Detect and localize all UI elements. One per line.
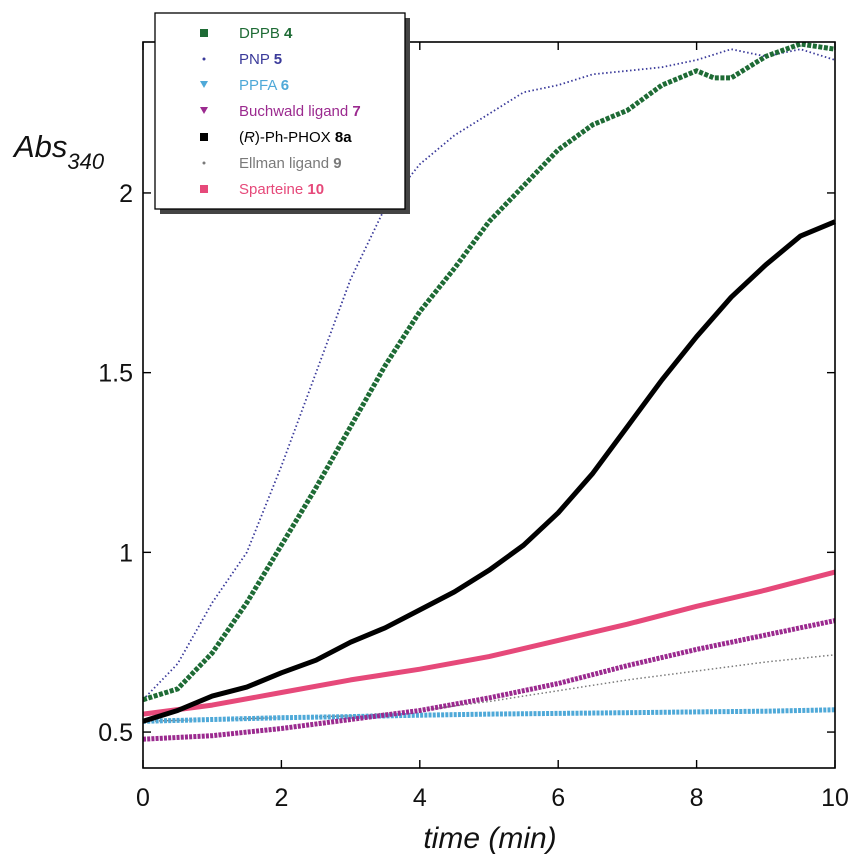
legend-box bbox=[154, 12, 406, 210]
series-ppfa bbox=[142, 707, 836, 724]
series-sparteine bbox=[142, 569, 836, 717]
legend-item-sparteine: Sparteine 10 bbox=[200, 181, 324, 198]
legend-label: Sparteine 10 bbox=[239, 181, 324, 198]
legend-item-dppb: DPPB 4 bbox=[200, 25, 293, 42]
series-dppb bbox=[142, 41, 836, 703]
series-line-pnp bbox=[142, 48, 836, 701]
x-tick-label: 10 bbox=[821, 784, 849, 812]
legend-marker bbox=[200, 185, 208, 193]
legend-item-r-ph-phox: (R)-Ph-PHOX 8a bbox=[200, 129, 352, 146]
legend-entries: DPPB 4 PNP 5 PPFA 6 Buchwald ligand 7 (R)-Ph… bbox=[200, 25, 361, 198]
legend-label: DPPB 4 bbox=[239, 25, 293, 42]
legend-marker bbox=[200, 107, 208, 114]
legend-item-ppfa: PPFA 6 bbox=[200, 77, 289, 94]
series-line-buchwald-ligand bbox=[142, 618, 836, 742]
series-line-sparteine bbox=[142, 569, 836, 717]
x-tick-label: 4 bbox=[413, 784, 427, 812]
legend-marker bbox=[200, 29, 208, 37]
legend-marker bbox=[200, 133, 208, 141]
series-layer bbox=[142, 41, 836, 742]
legend-marker bbox=[202, 57, 206, 61]
legend-label: Ellman ligand 9 bbox=[239, 155, 342, 172]
legend-item-ellman-ligand: Ellman ligand 9 bbox=[202, 155, 342, 172]
series-line-dppb bbox=[142, 41, 836, 703]
x-tick-label: 6 bbox=[551, 784, 565, 812]
series-pnp bbox=[142, 48, 836, 701]
legend-label: (R)-Ph-PHOX 8a bbox=[239, 129, 352, 146]
y-axis-title: Abs340 bbox=[12, 129, 105, 174]
series-buchwald-ligand bbox=[142, 618, 836, 742]
legend-marker bbox=[202, 161, 206, 165]
y-tick-label: 1.5 bbox=[98, 360, 133, 388]
legend-label: PNP 5 bbox=[239, 51, 282, 68]
legend: DPPB 4 PNP 5 PPFA 6 Buchwald ligand 7 (R)-Ph… bbox=[154, 12, 410, 214]
series-line-ppfa bbox=[142, 707, 836, 724]
tick-layer: 0 2 4 6 8 10 0.5 1 1.5 2 bbox=[98, 42, 849, 812]
legend-marker bbox=[200, 81, 208, 88]
series-line-r-ph-phox bbox=[142, 219, 836, 724]
y-tick-label: 1 bbox=[119, 539, 133, 567]
y-tick-label: 2 bbox=[119, 180, 133, 208]
x-axis-title: time (min) bbox=[423, 822, 556, 855]
y-axis-title-sub: 340 bbox=[67, 149, 104, 174]
y-tick-label: 0.5 bbox=[98, 719, 133, 747]
x-tick-label: 8 bbox=[690, 784, 704, 812]
legend-label: Buchwald ligand 7 bbox=[239, 103, 361, 120]
legend-item-pnp: PNP 5 bbox=[202, 51, 282, 68]
legend-label: PPFA 6 bbox=[239, 77, 289, 94]
series-r-ph-phox bbox=[142, 219, 836, 724]
plot-frame bbox=[142, 41, 836, 769]
y-axis-title-main: Abs bbox=[12, 129, 67, 164]
x-tick-label: 0 bbox=[136, 784, 150, 812]
x-tick-label: 2 bbox=[274, 784, 288, 812]
legend-item-buchwald-ligand: Buchwald ligand 7 bbox=[200, 103, 361, 120]
